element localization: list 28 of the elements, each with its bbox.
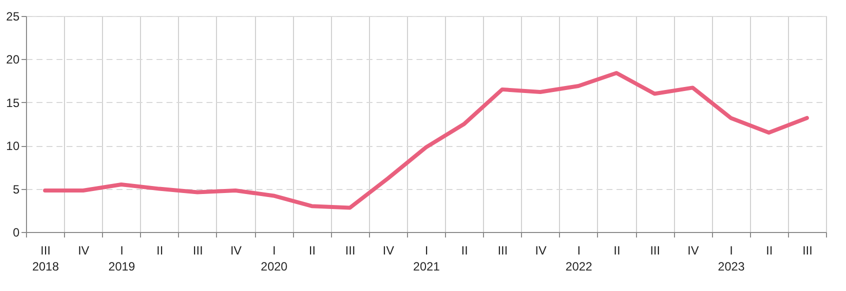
x-tick-label: IV [230,244,242,258]
x-tick-label: IV [382,244,394,258]
line-series [43,71,809,210]
x-tick-label: II [308,244,316,258]
x-tick-label: III [650,244,660,258]
y-tick-label: 0 [12,226,20,240]
x-tick-label: II [461,244,468,258]
x-tick-label: III [192,244,203,258]
x-tick-label: IV [535,244,546,258]
x-tick-label: I 2019 [108,244,136,274]
x-tick-label: I 2021 [413,244,440,274]
x-tick-label: I 2023 [718,244,745,274]
y-tick-label: 5 [12,182,20,196]
x-tick-label: I 2022 [566,244,593,274]
y-tick-label: 20 [6,52,20,67]
x-tick-label: II [766,244,773,258]
x-tick-label: III 2018 [32,244,60,274]
x-tick-label: II [614,244,620,258]
x-tick-label: I 2020 [260,244,288,274]
y-tick-label: 25 [6,10,20,24]
x-tick-label: III [802,244,812,258]
y-tick-label: 10 [6,139,20,154]
x-tick-label: III [498,244,508,258]
x-tick-label: II [156,244,164,258]
x-tick-label: III [345,244,356,258]
x-tick-label: IV [687,244,699,258]
x-tick-label: IV [78,244,90,258]
y-tick-label: 15 [6,96,20,110]
